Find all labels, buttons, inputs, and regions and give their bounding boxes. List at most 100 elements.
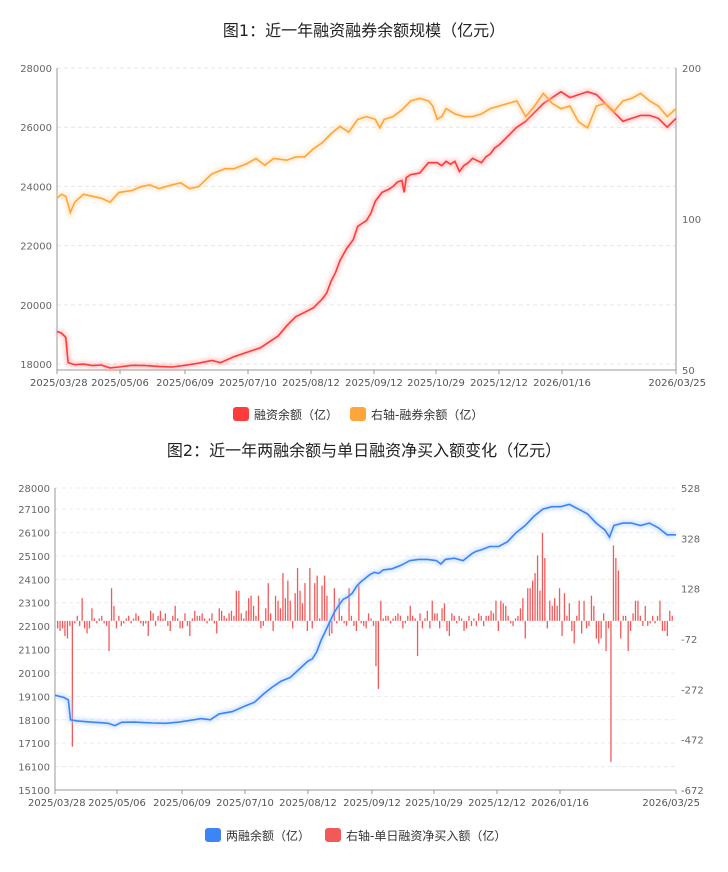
chart2-bar (152, 613, 154, 621)
chart2-bar (284, 598, 286, 621)
chart2-bar (407, 615, 409, 621)
chart2-bar (507, 615, 509, 621)
chart2-bar (292, 620, 294, 629)
chart2-legend-balance: 两融余额（亿） (226, 828, 310, 843)
chart2-bar (243, 618, 245, 621)
chart1-xtick-label: 2025/03/28 (30, 378, 88, 389)
chart2-bar (573, 620, 575, 644)
chart2-bar (218, 608, 220, 621)
chart2-bar (301, 603, 304, 621)
chart2-ytick-right: 328 (681, 534, 700, 545)
chart2-bar (309, 568, 311, 621)
chart2-bar (666, 620, 668, 636)
chart2-bar (443, 603, 446, 621)
chart1-ytick-left: 26000 (20, 123, 52, 134)
chart2-bar (576, 615, 578, 621)
chart2-ytick-right: 128 (681, 585, 700, 596)
chart2-bar (375, 620, 377, 667)
chart1-ytick-left: 22000 (20, 242, 52, 253)
chart2-bar (135, 613, 137, 621)
chart1-ytick-left: 18000 (20, 360, 52, 371)
chart2-bar (125, 618, 127, 621)
chart2-ytick-left: 16100 (18, 763, 50, 774)
chart2-bar (113, 605, 115, 621)
chart2-bar (402, 620, 404, 629)
chart2-bar (213, 620, 215, 624)
chart2-bar (248, 598, 250, 621)
chart2-bar (59, 620, 61, 631)
chart2-bar (419, 613, 421, 621)
chart2-bar (500, 600, 502, 621)
chart2-bar (431, 600, 433, 621)
chart2-bar (615, 558, 617, 621)
chart2-bar (71, 620, 73, 747)
chart2-bar (206, 620, 208, 624)
chart2-bar (595, 620, 597, 639)
chart2-bar (147, 620, 149, 636)
chart2-bar (189, 620, 191, 636)
chart2-bar (549, 600, 551, 621)
chart2-bar (581, 620, 583, 634)
chart2-bar (103, 620, 105, 624)
chart2-bar (558, 588, 561, 621)
chart2-bar (404, 620, 406, 624)
chart2-bar (98, 618, 100, 621)
chart2-bar (345, 620, 348, 626)
chart2-bar (221, 610, 223, 621)
chart2-bar (448, 620, 450, 636)
chart2-bar (282, 573, 284, 621)
chart2-bar (620, 620, 622, 639)
chart2-bar (96, 620, 98, 624)
chart1-legend-lending: 右轴-融券余额（亿） (371, 407, 483, 422)
chart2-ytick-left: 23100 (18, 599, 50, 610)
chart1-series-lending-line (56, 92, 677, 216)
chart2-bar (240, 613, 242, 621)
chart2-ytick-left: 18100 (18, 716, 50, 727)
chart2-bar (522, 598, 524, 621)
chart2-bar (453, 615, 455, 621)
chart1-title: 图1：近一年融资融券余额规模（亿元） (223, 21, 505, 40)
chart2-bar (338, 598, 340, 621)
chart1-xtick-label: 2026/03/25 (648, 378, 706, 389)
chart2-bar (316, 575, 318, 621)
chart1-ytick-left: 24000 (20, 182, 52, 193)
chart2-bar (532, 580, 534, 621)
chart2-bar (622, 615, 624, 621)
chart2-xtick-label: 2025/07/10 (216, 798, 274, 809)
chart2-xtick-label: 2025/09/12 (343, 798, 401, 809)
chart2-ytick-left: 15100 (18, 786, 50, 797)
chart1-xtick-label: 2025/08/12 (282, 378, 340, 389)
chart2-bar (632, 613, 634, 621)
chart2-bar (106, 620, 108, 626)
chart2-xtick-label: 2025/12/12 (468, 798, 526, 809)
chart2-ytick-left: 25100 (18, 552, 50, 563)
chart2-bar (250, 595, 252, 621)
chart2-bar (294, 593, 296, 621)
chart2-bar (181, 620, 184, 629)
chart2-bar (392, 618, 394, 621)
chart2-bar (336, 620, 338, 624)
chart2-bar (637, 600, 639, 621)
chart2-bar (211, 613, 213, 621)
chart1-ytick-left: 28000 (20, 64, 52, 75)
chart2-bar (546, 620, 548, 629)
chart2-bar (661, 620, 664, 631)
chart2-bar (514, 618, 517, 621)
chart2-ytick-left: 24100 (18, 575, 50, 586)
chart2-bar (544, 558, 546, 621)
chart2-bar (186, 620, 189, 626)
chart2-bar (551, 605, 553, 621)
chart2-bar (66, 620, 69, 639)
chart2-bar (424, 618, 426, 621)
chart2-bar (412, 615, 414, 621)
chart2-bar (91, 608, 93, 621)
chart2-bar (529, 588, 531, 621)
chart2-bar (118, 615, 120, 621)
chart2-line-glow (54, 501, 676, 729)
chart1-legend-swatch-financing (233, 407, 249, 421)
chart2-bar (83, 620, 86, 629)
chart2-bar (306, 620, 308, 631)
chart2-ytick-left: 22100 (18, 622, 50, 633)
chart2-bar (656, 615, 659, 621)
